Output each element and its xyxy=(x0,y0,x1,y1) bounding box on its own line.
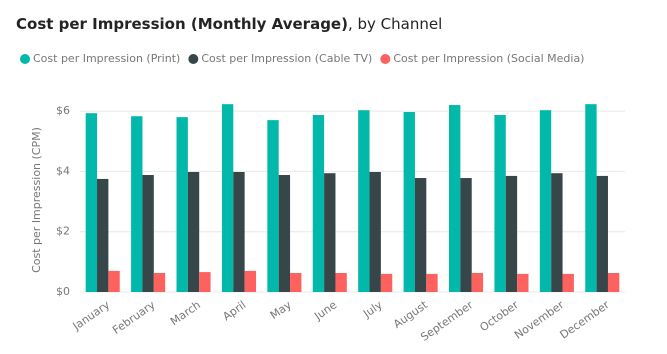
bar xyxy=(131,116,143,293)
x-tick-label: March xyxy=(168,298,203,328)
chart-title-group: Cost per Impression (Monthly Average), b… xyxy=(16,15,442,33)
x-tick-label: December xyxy=(558,298,613,342)
bar xyxy=(539,110,552,293)
y-tick-label: $6 xyxy=(56,104,70,117)
x-tick-label: November xyxy=(512,298,567,342)
bar xyxy=(551,173,563,292)
legend-marker xyxy=(380,54,391,64)
bar xyxy=(335,273,347,292)
x-tick-label: January xyxy=(70,298,113,333)
bar xyxy=(108,270,120,292)
bar xyxy=(403,112,415,292)
bar xyxy=(97,178,109,292)
bar xyxy=(278,175,291,292)
bar xyxy=(585,104,597,292)
bar xyxy=(221,104,234,292)
bar xyxy=(312,115,325,292)
legend-label: Cost per Impression (Social Media) xyxy=(393,52,584,65)
legend-label: Cost per Impression (Print) xyxy=(33,52,180,65)
bar xyxy=(85,113,98,292)
legend-marker xyxy=(20,54,30,64)
bar xyxy=(380,273,393,292)
bar xyxy=(505,175,518,292)
y-tick-label: $2 xyxy=(56,225,70,238)
bar xyxy=(358,110,370,293)
y-tick-label: $4 xyxy=(56,164,70,177)
bar xyxy=(426,273,438,292)
bar xyxy=(414,178,427,292)
bar xyxy=(607,273,620,292)
bar xyxy=(233,172,245,292)
bar xyxy=(290,273,302,292)
bar xyxy=(369,172,381,292)
bar xyxy=(244,270,256,292)
bar xyxy=(153,273,166,292)
bar xyxy=(187,172,200,292)
bar xyxy=(494,115,506,292)
x-tick-label: August xyxy=(391,298,431,331)
x-tick-label: April xyxy=(220,298,248,323)
x-tick-label: June xyxy=(311,298,339,323)
y-axis-title: Cost per Impression (CPM) xyxy=(30,127,43,273)
bar xyxy=(142,175,154,292)
legend-label: Cost per Impression (Cable TV) xyxy=(201,52,372,65)
bar xyxy=(471,273,484,292)
bar xyxy=(199,272,211,292)
bar xyxy=(176,117,188,292)
chart-title-suffix: , by Channel xyxy=(348,15,442,33)
y-tick-label: $0 xyxy=(56,285,70,298)
x-tick-label: February xyxy=(110,298,158,337)
legend-marker xyxy=(188,54,199,64)
chart-title: Cost per Impression (Monthly Average) xyxy=(16,15,348,33)
bar xyxy=(517,273,529,292)
x-tick-label: May xyxy=(268,298,294,322)
bar xyxy=(324,173,336,292)
bar xyxy=(596,175,608,292)
bar xyxy=(449,105,461,292)
bar xyxy=(562,273,574,292)
bar xyxy=(460,178,472,292)
x-tick-label: July xyxy=(360,298,385,321)
bar xyxy=(267,120,279,293)
